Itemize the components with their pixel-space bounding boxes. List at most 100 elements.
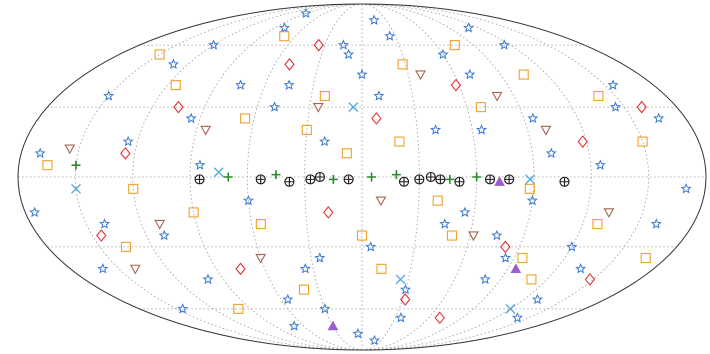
square-marker — [446, 230, 457, 241]
plus-marker — [284, 177, 294, 187]
data-point — [298, 284, 310, 295]
plus-marker — [435, 174, 445, 184]
square-marker — [301, 124, 312, 135]
diamond-marker — [450, 78, 462, 92]
data-point — [200, 125, 212, 136]
plus-marker — [560, 177, 570, 187]
star-marker — [269, 101, 281, 112]
star-marker — [99, 218, 111, 229]
data-point — [158, 229, 170, 241]
data-point — [208, 39, 220, 50]
grid-line — [189, 3, 363, 351]
data-point — [64, 144, 76, 155]
data-point — [188, 207, 199, 218]
star-marker — [288, 320, 300, 331]
star-marker — [575, 263, 587, 274]
plus-marker — [391, 170, 401, 180]
data-point — [545, 147, 557, 159]
square-marker — [170, 80, 181, 91]
data-point — [235, 79, 247, 90]
plus-marker — [399, 177, 409, 187]
data-point — [341, 148, 352, 159]
data-point — [435, 174, 446, 185]
plus-marker — [195, 174, 205, 184]
data-point — [603, 208, 615, 219]
triangle-marker — [154, 219, 166, 230]
diamond-marker — [96, 229, 107, 242]
data-point — [491, 229, 503, 241]
triangle-marker — [255, 253, 267, 264]
data-point — [505, 303, 516, 314]
data-point — [526, 274, 537, 285]
star-marker — [314, 252, 326, 263]
data-point — [437, 48, 449, 60]
diamond-marker — [323, 206, 334, 219]
data-point — [425, 171, 436, 183]
data-point — [449, 40, 460, 51]
data-point — [29, 206, 41, 218]
data-point — [577, 135, 588, 148]
data-point — [173, 100, 184, 114]
data-point — [584, 273, 596, 286]
data-point — [398, 176, 410, 187]
plus-marker — [426, 172, 436, 182]
data-point — [342, 48, 355, 60]
data-point — [609, 101, 622, 112]
data-point — [376, 263, 387, 274]
square-marker — [319, 90, 330, 102]
data-point — [327, 320, 339, 331]
diamond-marker — [577, 135, 588, 148]
star-marker — [319, 135, 331, 147]
marks — [29, 7, 692, 346]
data-point — [323, 206, 334, 219]
square-marker — [640, 252, 651, 264]
data-point — [71, 183, 81, 194]
data-point — [129, 264, 141, 275]
data-point — [498, 39, 510, 50]
data-point — [575, 263, 587, 274]
data-point — [450, 78, 462, 92]
data-point — [640, 252, 651, 264]
data-point — [284, 57, 295, 71]
data-point — [375, 196, 387, 207]
star-marker — [491, 229, 503, 241]
star-marker — [511, 311, 523, 323]
star-marker — [399, 283, 412, 295]
star-marker — [395, 311, 407, 323]
data-point — [167, 58, 179, 70]
star-marker — [498, 39, 510, 50]
triangle-marker — [129, 264, 141, 275]
data-point — [540, 125, 552, 136]
square-marker — [524, 183, 535, 194]
square-marker — [526, 274, 537, 285]
data-point — [371, 112, 382, 125]
data-point — [312, 102, 324, 113]
square-marker — [593, 90, 604, 102]
data-point — [566, 241, 578, 252]
data-point — [650, 218, 662, 229]
triangle-marker — [603, 208, 615, 219]
diamond-marker — [399, 293, 411, 306]
data-point — [394, 136, 405, 147]
star-marker — [500, 252, 512, 263]
star-marker — [97, 263, 109, 274]
data-point — [454, 176, 465, 187]
plus-marker — [472, 172, 482, 182]
triangle-marker — [540, 125, 552, 136]
data-point — [593, 90, 604, 102]
square-marker — [341, 148, 352, 159]
star-marker — [594, 159, 606, 170]
data-point — [301, 124, 312, 135]
data-point — [42, 160, 53, 171]
star-marker — [479, 273, 491, 285]
square-marker — [475, 102, 486, 113]
data-point — [459, 206, 471, 218]
star-marker — [235, 79, 247, 90]
data-point — [305, 174, 316, 185]
data-point — [271, 170, 281, 180]
square-marker — [120, 241, 132, 252]
diamond-marker — [313, 38, 324, 52]
data-point — [279, 31, 290, 42]
data-point — [464, 68, 476, 80]
